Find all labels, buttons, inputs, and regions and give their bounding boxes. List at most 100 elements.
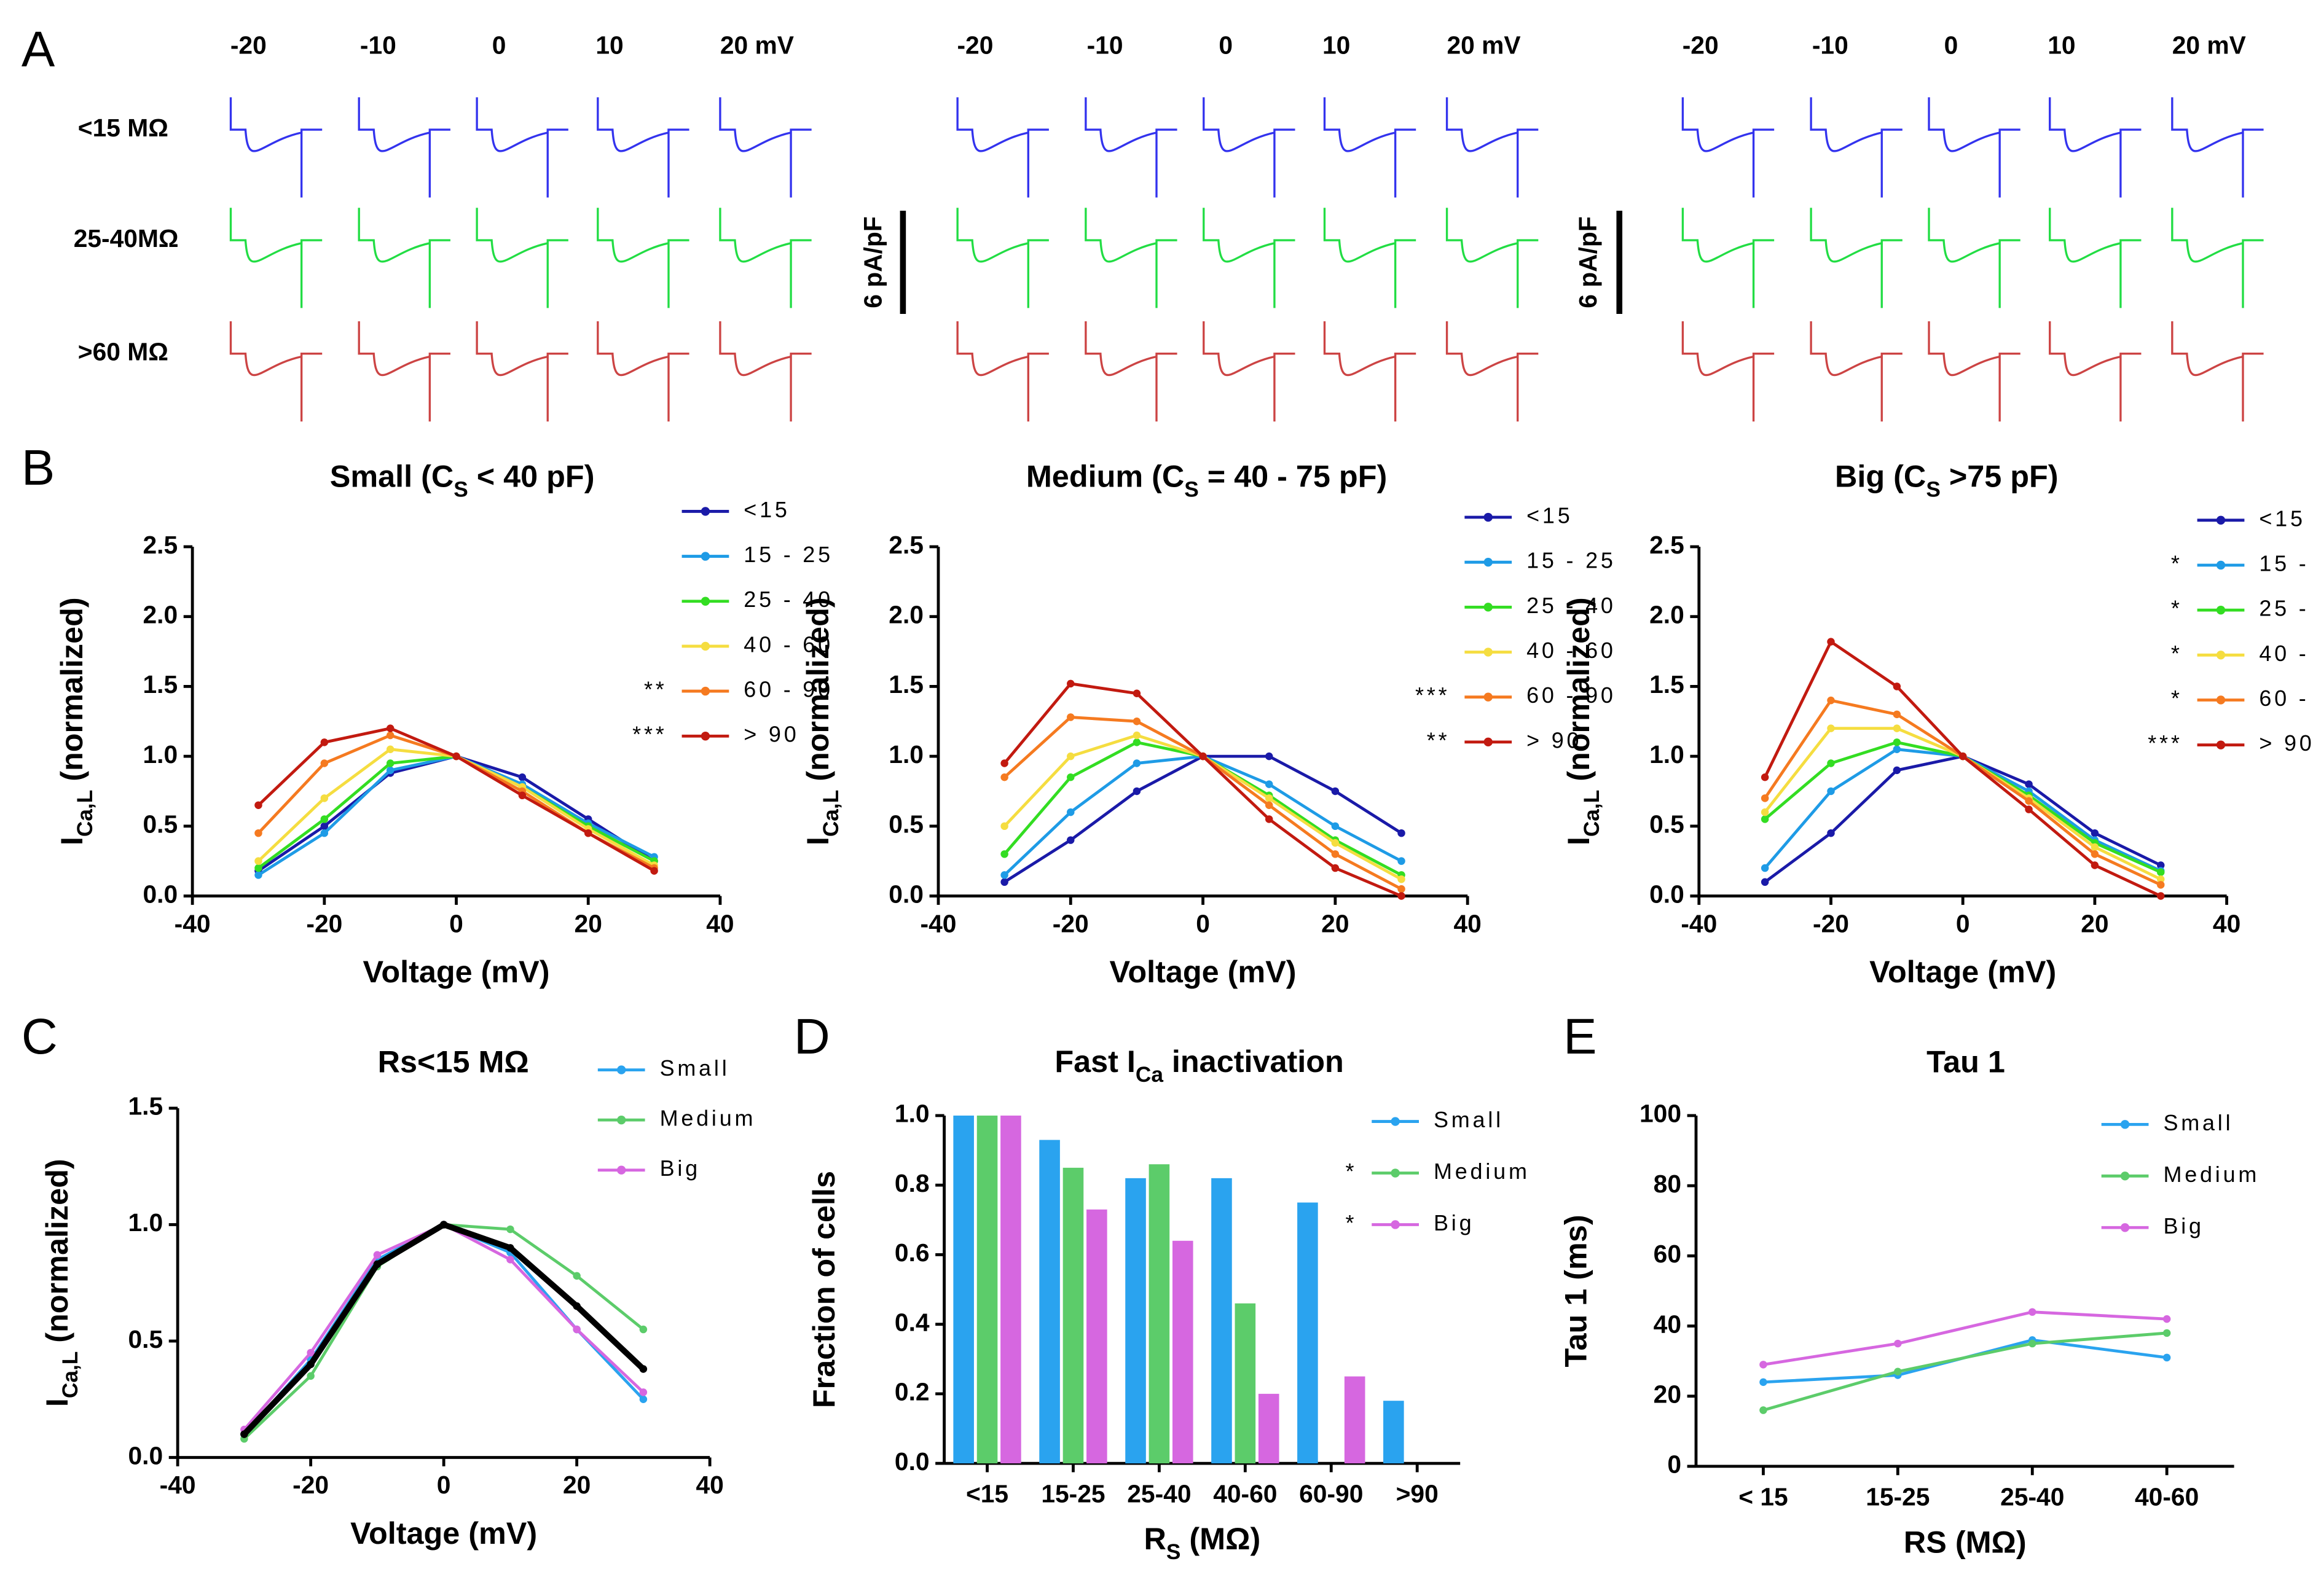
current-trace (1085, 208, 1177, 308)
voltage-label: 10 (2048, 31, 2075, 60)
current-trace (1203, 208, 1295, 308)
y-axis-title-part: (normalized) (800, 597, 835, 789)
data-point (2162, 1315, 2171, 1323)
data-point (1331, 822, 1340, 831)
current-trace (1203, 321, 1295, 422)
current-trace (2049, 208, 2142, 308)
data-point (1133, 718, 1141, 726)
legend-marker (2216, 740, 2226, 749)
x-tick-label: 0 (1196, 909, 1210, 937)
current-trace (2171, 208, 2264, 308)
legend-marker (1391, 1220, 1400, 1229)
x-tick-label: 25-40 (2000, 1482, 2064, 1511)
data-point (1199, 752, 1207, 761)
x-tick-label: -20 (1813, 909, 1849, 937)
scale-label: 6 pA/pF (1574, 216, 1602, 308)
chart-title-part: S (1184, 477, 1199, 501)
x-tick-label: -40 (160, 1471, 196, 1499)
y-tick-label: 0.0 (895, 1447, 930, 1476)
data-point (1827, 829, 1835, 837)
current-trace (229, 321, 323, 422)
legend-label: Big (1434, 1210, 1474, 1235)
chart-title-part: >75 pF) (1941, 459, 2059, 494)
data-point (307, 1360, 315, 1369)
x-tick-label: 20 (563, 1471, 591, 1499)
y-tick-label: 0.5 (1649, 810, 1684, 839)
y-axis-title: ICa,L (normalized) (1561, 597, 1604, 845)
voltage-label: -10 (1087, 31, 1123, 60)
data-point (573, 1272, 581, 1280)
y-tick-label: 0.0 (889, 880, 924, 908)
data-point (1893, 745, 1901, 753)
current-trace (1445, 208, 1539, 308)
current-trace (476, 208, 568, 308)
legend-label: 15 - 25 (1526, 548, 1616, 573)
data-point (2028, 1339, 2036, 1348)
x-tick-label: 40 (1453, 909, 1481, 937)
data-point (2091, 843, 2099, 851)
y-axis-title-part: Ca,L (819, 790, 843, 837)
bar (1125, 1178, 1146, 1464)
y-tick-label: 2.0 (143, 600, 178, 628)
chart-title-part: S (1926, 477, 1941, 501)
data-point (1133, 787, 1141, 796)
data-point (650, 867, 658, 875)
chart-title: Rs<15 MΩ (378, 1044, 529, 1079)
legend-label: Small (1434, 1107, 1504, 1132)
voltage-label: 0 (1219, 31, 1233, 60)
significance: ** (1427, 727, 1450, 753)
y-tick-label: 20 (1654, 1380, 1681, 1408)
x-tick-label: 20 (575, 909, 602, 937)
y-tick-label: 2.0 (889, 600, 924, 628)
legend-marker (701, 597, 710, 606)
legend-marker (1483, 557, 1493, 567)
legend-marker (701, 552, 710, 561)
legend-label: 60 - 90 (1526, 683, 1616, 708)
data-point (1759, 1406, 1767, 1414)
data-point (254, 857, 262, 865)
data-point (639, 1365, 648, 1373)
voltage-label: 0 (492, 31, 506, 60)
data-point (1827, 696, 1835, 705)
chart-title-part: S (454, 477, 468, 501)
data-point (1893, 683, 1901, 690)
current-trace (358, 97, 450, 198)
bar (1297, 1202, 1318, 1464)
current-trace (597, 208, 689, 308)
legend-marker (2216, 515, 2226, 525)
y-axis-title-part: I (40, 1398, 75, 1407)
current-trace (1810, 208, 1903, 308)
x-axis-title-part: S (1166, 1540, 1181, 1564)
data-point (386, 724, 395, 732)
data-point (1894, 1339, 1902, 1348)
scale-label: 6 pA/pF (859, 216, 887, 308)
significance: *** (2148, 730, 2182, 756)
legend-label: > 90 (744, 722, 799, 747)
y-tick-label: 1.0 (128, 1208, 163, 1237)
legend-marker (2216, 695, 2226, 705)
current-trace (1681, 321, 1775, 422)
data-point (307, 1372, 315, 1380)
current-trace (1323, 208, 1416, 308)
legend-marker (701, 686, 710, 696)
series-line (1763, 1310, 2167, 1366)
bar (1062, 1167, 1084, 1464)
voltage-label: -20 (1683, 31, 1719, 60)
data-point (506, 1244, 514, 1252)
voltage-label: 10 (595, 31, 623, 60)
data-point (373, 1260, 382, 1269)
data-point (1397, 892, 1405, 900)
data-point (2025, 805, 2033, 813)
data-point (1759, 1361, 1767, 1369)
data-point (506, 1225, 514, 1234)
x-tick-label: -40 (175, 909, 211, 937)
legend-label: 40 - 60 (1526, 638, 1616, 663)
data-point (1761, 808, 1769, 816)
chart-title-part: Big (C (1835, 459, 1926, 494)
x-tick-label: 25-40 (1127, 1480, 1191, 1508)
current-trace (1203, 97, 1295, 198)
legend-marker (2120, 1172, 2130, 1181)
x-axis-title-part: R (1144, 1522, 1166, 1557)
data-point (573, 1325, 581, 1334)
x-tick-label: < 15 (1738, 1482, 1788, 1511)
